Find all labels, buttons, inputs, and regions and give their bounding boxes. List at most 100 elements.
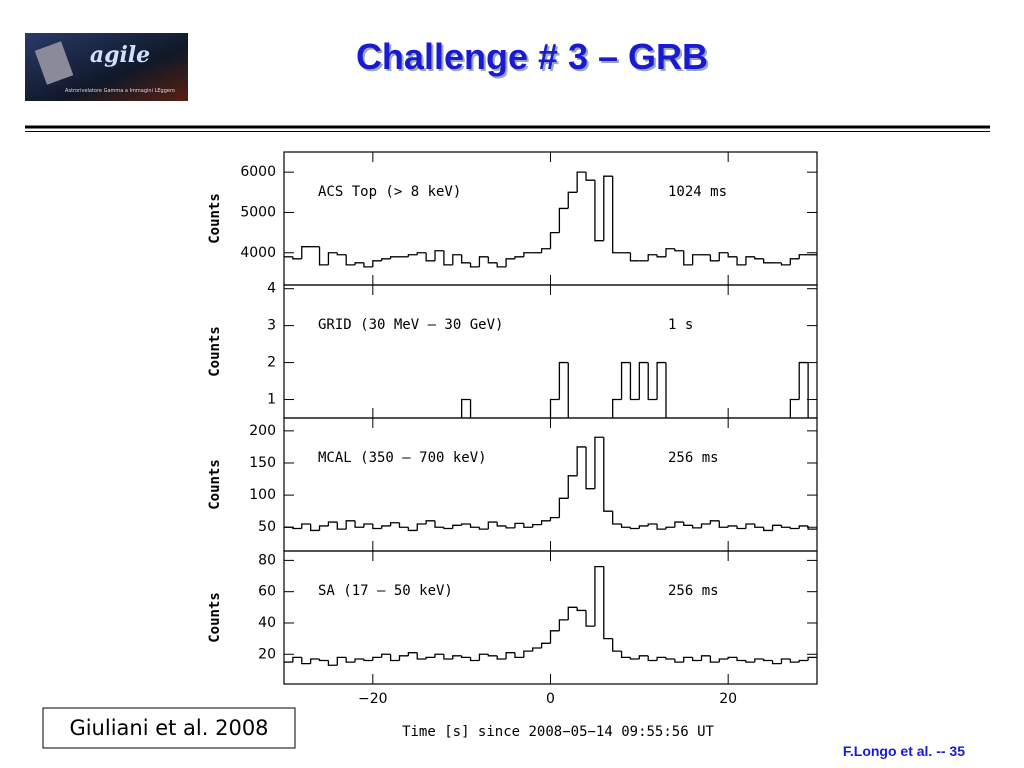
- bin: [798, 525, 809, 529]
- bin: [736, 657, 746, 662]
- bin: [736, 525, 746, 530]
- bin: [407, 652, 418, 656]
- bin: [452, 655, 462, 659]
- bin: [469, 262, 480, 268]
- resolution: 1024 ms: [668, 184, 727, 200]
- histogram: [284, 436, 817, 532]
- bin: [638, 655, 649, 659]
- y-tick-label: 100: [249, 487, 276, 503]
- bin: [798, 254, 809, 259]
- bin: [523, 650, 533, 658]
- logo-subtext: Astrorivelatore Gamma a Immagini LEggero: [65, 88, 175, 94]
- bin: [416, 652, 427, 660]
- bin: [327, 660, 338, 666]
- bin: [532, 647, 542, 652]
- bin: [612, 176, 622, 254]
- bin: [540, 520, 551, 525]
- bin: [354, 658, 364, 663]
- bin: [638, 525, 649, 529]
- bin: [665, 248, 675, 257]
- satellite: [34, 41, 74, 85]
- panel: 1 2 3 4 GRID (30 MeV – 30 GeV) 1 s Counts: [207, 281, 818, 419]
- panel-label: GRID (30 MeV – 30 GeV): [318, 317, 503, 333]
- bin: [292, 256, 302, 260]
- bin: [727, 252, 738, 258]
- bin: [345, 254, 356, 266]
- bin: [318, 525, 329, 531]
- bin: [416, 252, 427, 255]
- panel-label: ACS Top (> 8 keV): [318, 184, 461, 200]
- bin: [798, 361, 809, 400]
- bin: [674, 521, 684, 528]
- bin: [745, 256, 755, 265]
- bin: [683, 522, 693, 526]
- bin: [549, 231, 560, 249]
- bin: [585, 172, 595, 181]
- bin: [691, 525, 702, 529]
- bin: [389, 256, 400, 259]
- bin: [656, 656, 666, 661]
- bin: [709, 254, 720, 262]
- bin: [425, 520, 436, 525]
- bin: [656, 524, 666, 530]
- title: Challenge # 3 – GRB: [356, 36, 708, 77]
- y-tick-label: 200: [249, 423, 276, 439]
- histogram: [461, 361, 809, 418]
- y-tick-label: 5000: [240, 204, 276, 220]
- bin: [647, 655, 658, 662]
- bin: [771, 524, 782, 531]
- y-label: Counts: [207, 459, 223, 510]
- bin: [540, 642, 551, 649]
- bin: [789, 258, 800, 265]
- bin: [549, 398, 560, 418]
- y-tick-label: 80: [258, 552, 276, 568]
- y-tick-label: 20: [258, 646, 276, 662]
- y-label: Counts: [207, 193, 223, 244]
- bin: [718, 658, 729, 663]
- bin: [514, 522, 524, 528]
- y-tick-label: 40: [258, 615, 276, 631]
- bin: [407, 527, 418, 532]
- bin: [434, 250, 444, 261]
- bin: [620, 524, 631, 528]
- bin: [558, 207, 569, 233]
- bin: [292, 527, 302, 530]
- bin: [425, 656, 436, 659]
- bin: [763, 527, 773, 532]
- x-tick-label: 20: [719, 691, 737, 707]
- x-tick-label: −20: [358, 691, 388, 707]
- bin: [407, 254, 418, 257]
- bin: [416, 523, 427, 531]
- bin: [478, 527, 489, 530]
- resolution: 256 ms: [668, 583, 719, 599]
- bin: [603, 175, 613, 241]
- panel: 4000 5000 6000 ACS Top (> 8 keV) 1024 ms Coun…: [207, 151, 818, 286]
- panel-label: SA (17 – 50 keV): [318, 583, 453, 599]
- citation-box: [42, 707, 296, 749]
- bin: [629, 527, 640, 530]
- x-tick-label: 0: [546, 691, 555, 707]
- bin: [443, 527, 453, 530]
- bin: [558, 361, 569, 400]
- bin: [354, 262, 364, 265]
- bin: [594, 180, 604, 242]
- bin: [461, 398, 471, 418]
- bin: [398, 655, 409, 661]
- bin: [665, 657, 675, 660]
- bin: [718, 520, 729, 528]
- bin: [443, 654, 453, 660]
- panel-frame: [283, 284, 818, 419]
- bin: [389, 654, 400, 662]
- bin: [310, 524, 320, 532]
- bin: [461, 254, 471, 264]
- bin: [452, 254, 462, 265]
- bin: [567, 191, 578, 209]
- panel-label: MCAL (350 – 700 keV): [318, 450, 487, 466]
- bin: [363, 523, 373, 528]
- y-label: Counts: [207, 326, 223, 377]
- bin: [523, 252, 533, 257]
- bin: [780, 262, 791, 266]
- bin: [363, 262, 373, 268]
- bin: [789, 398, 800, 418]
- bin: [318, 658, 329, 662]
